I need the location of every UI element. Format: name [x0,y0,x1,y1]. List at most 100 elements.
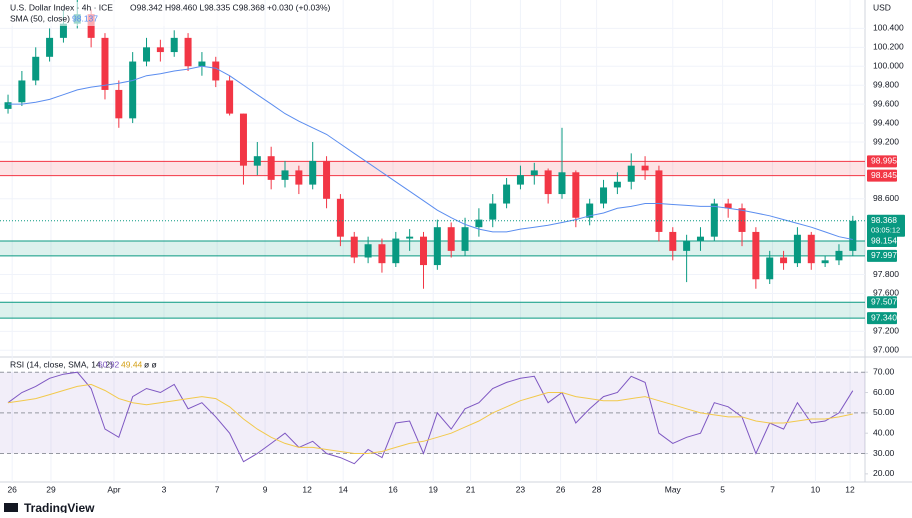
y-tick-label: 30.00 [873,448,895,458]
x-tick-label: 28 [592,484,602,494]
candle-body [87,14,95,38]
candle-body [683,241,691,251]
zone-label: 98.995 [871,156,897,166]
grid [0,0,868,482]
x-tick-label: 16 [388,484,398,494]
candle-body [613,181,621,188]
candle-body [530,170,538,176]
candle-body [807,234,815,264]
candle-body [295,170,303,185]
y-tick-label: 97.200 [873,326,899,336]
candle-body [572,172,580,218]
candle-body [4,102,12,109]
y-tick-label: 60.00 [873,387,895,397]
x-tick-label: 21 [466,484,476,494]
rsi-line [7,371,854,465]
candle-body [821,260,829,264]
zone-label: 98.845 [871,170,897,180]
candle-body [59,23,67,38]
candle-body [655,170,663,232]
candle-body [516,175,524,185]
y-tick-label: 100.400 [873,23,904,33]
candle-body [544,170,552,195]
y-tick-label: 100.200 [873,42,904,52]
candle-body [239,113,247,166]
y-tick-label: 97.000 [873,345,899,355]
zone-label-box [867,155,897,168]
candle-body [696,236,704,242]
candle-body [184,37,192,67]
candle-body [32,56,40,81]
candle-body [115,89,123,119]
x-tick-label: 3 [162,484,167,494]
rsi-ma-value: 49.44 [121,359,143,369]
x-tick-label: 29 [46,484,56,494]
candle-body [156,47,164,53]
candle-body [710,203,718,237]
candle-body [101,37,109,90]
candle-body [475,219,483,228]
candle-body [433,227,441,266]
candle-body [350,236,358,258]
y-tick-label: 97.600 [873,288,899,298]
rsi-value: 60.92 [98,359,120,369]
x-tick-label: 23 [516,484,526,494]
unit: USD [873,2,891,12]
y-tick-label: 50.00 [873,407,895,417]
y-tick-label: 20.00 [873,468,895,478]
candle-body [336,198,344,237]
candle-body [143,47,151,62]
x-tick-label: 14 [338,484,348,494]
candle-body [780,257,788,264]
candle-body [129,61,137,119]
x-tick-label: 5 [720,484,725,494]
candle-body [849,220,857,251]
candle-body [46,37,54,57]
zone-label-box [867,296,897,309]
chart-title: U.S. Dollar Index · 4h · ICE [10,2,113,12]
marks [0,0,865,465]
candle-body [419,236,427,266]
zone-label: 97.507 [871,297,897,307]
x-tick-label: 12 [845,484,855,494]
candle-body [793,234,801,264]
x-tick-label: May [665,484,682,494]
candle-body [669,231,677,251]
logo-mark [4,503,18,512]
candle-body [198,61,206,67]
header-backdrop [4,2,264,26]
candle-body [253,156,261,166]
candle-body [364,244,372,258]
candle-body [503,184,511,204]
zone-label: 98.154 [871,235,897,245]
y-tick-label: 99.400 [873,117,899,127]
zone-label-box [867,249,897,262]
candle-body [724,203,732,209]
countdown: 03:05:12 [871,226,900,235]
last-price-label: 98.368 [871,215,897,225]
zone-label-box [867,235,897,248]
x-tick-label: 7 [215,484,220,494]
candle-body [323,160,331,199]
last-price-box [867,214,905,237]
x-tick-label: 9 [263,484,268,494]
x-tick-label: 7 [770,484,775,494]
labels: 26 29 Apr 3 7 9 12 14 16 19 21 23 26 28 May 5 7 10 12 97.00… [7,23,905,494]
zone-label-box [867,169,897,182]
x-tick-label: 26 [7,484,17,494]
candle-body [600,187,608,204]
x-tick-label: 12 [302,484,312,494]
candle-body [752,231,760,280]
zone-label: 97.340 [871,312,897,322]
y-tick-label: 70.00 [873,366,895,376]
y-tick-label: 99.600 [873,98,899,108]
candle-body [461,227,469,251]
overlay-name: SMA (50, close) [10,13,70,23]
y-tick-label: 99.800 [873,79,899,89]
rsi-band [0,372,865,454]
candle-body [281,170,289,180]
candle-body [406,236,414,239]
candle-body [18,80,26,103]
zone-label: 97.997 [871,250,897,260]
